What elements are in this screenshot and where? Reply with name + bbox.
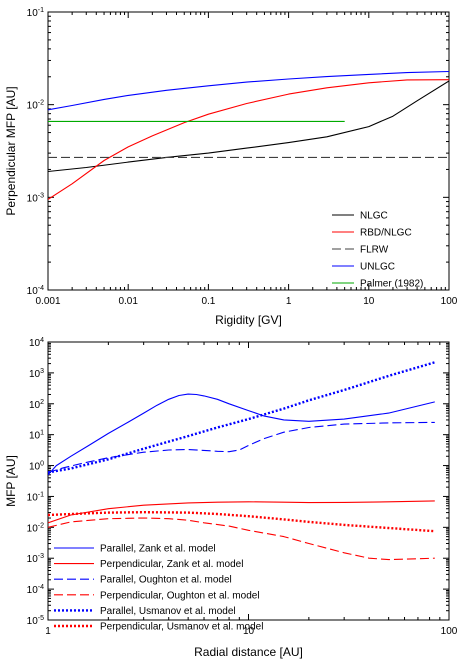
y-tick-base: 10 [27, 101, 39, 112]
legend-label: UNLGC [360, 262, 395, 273]
series-group [48, 361, 436, 561]
plot-frame [47, 11, 450, 291]
y-tick-exponent: -1 [38, 491, 44, 498]
x-tick-label: 100 [441, 626, 458, 637]
y-tick-exponent: -3 [38, 192, 44, 199]
y-tick-exponent: -1 [38, 7, 44, 14]
y-tick-exponent: 1 [40, 430, 44, 437]
legend-label: Parallel, Oughton et al. model [100, 575, 232, 586]
y-tick-exponent: -2 [38, 100, 44, 107]
y-tick-base: 10 [29, 431, 41, 442]
legend-label: Parallel, Usmanov et al. model [100, 606, 236, 617]
y-tick-exponent: 0 [40, 461, 44, 468]
x-tick-label: 10 [243, 626, 255, 637]
y-tick-label: 10-2 [27, 522, 44, 534]
y-tick-label: 10-4 [27, 584, 44, 596]
y-axis-label: Perpendicular MFP [AU] [4, 86, 18, 215]
legend-label: Palmer (1982) [360, 279, 423, 290]
y-tick-label: 10-4 [27, 285, 44, 297]
series-line-nlgc [48, 80, 449, 173]
y-tick-base: 10 [27, 492, 39, 503]
y-tick-label: 10-1 [27, 7, 44, 19]
y-tick-exponent: -2 [38, 522, 44, 529]
series-line-parallel-zank-et-al-model [48, 393, 435, 476]
series-line-unlgc [48, 70, 449, 111]
y-tick-base: 10 [29, 462, 41, 473]
series-line-parallel-oughton-et-al-model [48, 421, 435, 473]
y-tick-base: 10 [27, 585, 39, 596]
y-tick-label: 10-3 [27, 192, 44, 204]
legend-label: FLRW [360, 245, 389, 256]
legend: NLGC RBD/NLGC FLRW UNLGC Palmer (1982) [332, 211, 423, 290]
x-tick-label: 100 [441, 296, 458, 307]
legend-label: Perpendicular, Usmanov et al. model [100, 622, 263, 633]
legend-label: Perpendicular, Zank et al. model [100, 559, 243, 570]
y-tick-label: 10-1 [27, 491, 44, 503]
series-line-perpendicular-oughton-et-al-model [48, 517, 435, 561]
y-tick-exponent: -5 [38, 615, 44, 622]
y-tick-exponent: 2 [40, 399, 44, 406]
legend-label: Perpendicular, Oughton et al. model [100, 590, 260, 601]
legend-label: RBD/NLGC [360, 228, 412, 239]
y-tick-label: 101 [29, 430, 44, 442]
y-tick-label: 10-5 [27, 615, 44, 627]
y-tick-label: 100 [29, 461, 44, 473]
y-tick-base: 10 [29, 338, 41, 349]
y-tick-exponent: 3 [40, 368, 44, 375]
y-tick-exponent: 4 [40, 337, 44, 344]
legend: Parallel, Zank et al. model Perpendicular… [54, 544, 263, 633]
y-axis-label: MFP [AU] [4, 455, 18, 507]
y-tick-label: 10-3 [27, 553, 44, 565]
y-tick-exponent: -3 [38, 553, 44, 560]
y-tick-exponent: -4 [38, 584, 44, 591]
y-tick-base: 10 [27, 193, 39, 204]
x-tick-label: 1 [286, 296, 292, 307]
y-tick-label: 104 [29, 337, 44, 349]
chart-radial-distance: 1 10 10010-510-410-310-210-110010110210310… [4, 337, 458, 659]
y-tick-base: 10 [27, 286, 39, 297]
series-line-perpendicular-usmanov-et-al-model [48, 511, 435, 533]
y-tick-exponent: -4 [38, 285, 44, 292]
y-tick-base: 10 [27, 616, 39, 627]
y-tick-label: 10-2 [27, 100, 44, 112]
legend-label: Parallel, Zank et al. model [100, 544, 216, 555]
y-tick-label: 103 [29, 368, 44, 380]
x-tick-label: 0.1 [201, 296, 215, 307]
x-axis-label: Radial distance [AU] [194, 645, 303, 659]
y-tick-base: 10 [29, 369, 41, 380]
series-line-parallel-usmanov-et-al-model [48, 361, 436, 474]
y-tick-base: 10 [29, 400, 41, 411]
y-tick-label: 102 [29, 399, 44, 411]
series-line-perpendicular-zank-et-al-model [48, 500, 435, 524]
y-tick-base: 10 [27, 523, 39, 534]
x-tick-label: 1 [45, 626, 51, 637]
y-tick-base: 10 [27, 554, 39, 565]
series-line-rbd-nlgc [48, 79, 449, 200]
y-tick-base: 10 [27, 8, 39, 19]
legend-label: NLGC [360, 211, 388, 222]
x-tick-label: 10 [363, 296, 375, 307]
series-group [48, 70, 449, 200]
chart-rigidity: 0.001 0.01 0.1 1 10 10010-410-310-210-1Rigidi… [4, 7, 458, 327]
x-tick-label: 0.01 [118, 296, 138, 307]
x-tick-label: 0.001 [35, 296, 60, 307]
x-axis-label: Rigidity [GV] [215, 313, 282, 327]
